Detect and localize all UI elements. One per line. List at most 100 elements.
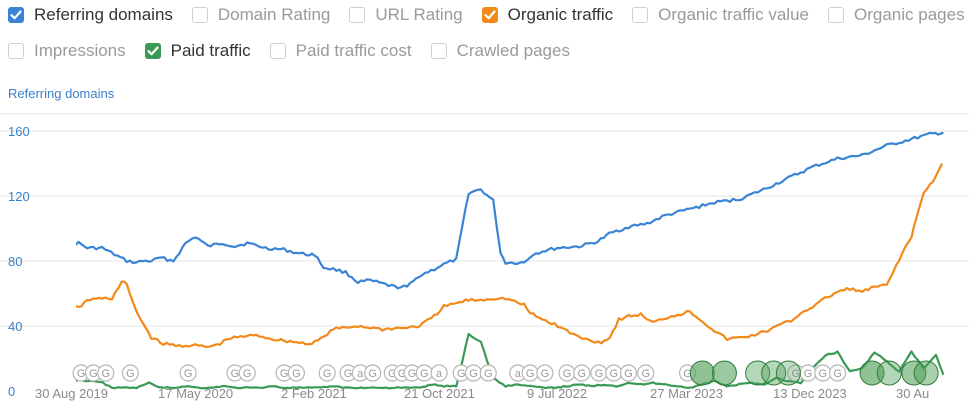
update-marker-icon: G: [590, 364, 608, 382]
svg-text:G: G: [541, 368, 550, 380]
svg-text:G: G: [388, 368, 397, 380]
legend-item-impressions[interactable]: Impressions: [8, 41, 126, 61]
event-cluster-icon: [761, 360, 787, 386]
legend-label: Crawled pages: [456, 41, 570, 60]
update-marker-icon: G: [799, 364, 817, 382]
x-tick-label: 30 Au: [896, 386, 929, 401]
x-tick-label: 9 Jul 2022: [527, 386, 587, 401]
series-group: [76, 131, 945, 390]
y-axis-title: Referring domains: [8, 86, 115, 101]
x-tick-label: 2 Feb 2021: [281, 386, 347, 401]
checkbox-empty-icon[interactable]: [828, 7, 844, 23]
legend-item-domain-rating[interactable]: Domain Rating: [191, 5, 331, 25]
legend-label: Impressions: [34, 41, 126, 60]
svg-text:G: G: [77, 368, 86, 380]
legend-label: Referring domains: [34, 5, 173, 24]
legend-label: URL Rating: [375, 5, 463, 24]
svg-text:G: G: [819, 368, 828, 380]
svg-text:a: a: [357, 368, 364, 380]
update-marker-icon: G: [814, 364, 832, 382]
series-line-organic-traffic: [76, 163, 944, 348]
event-cluster-icon: [711, 360, 737, 386]
series-line-referring-domains: [76, 131, 944, 290]
legend-item-paid-traffic[interactable]: Paid traffic: [144, 41, 251, 61]
update-marker-icon: G: [415, 364, 433, 382]
svg-text:G: G: [368, 368, 377, 380]
svg-text:a: a: [436, 368, 443, 380]
legend-row-2: Impressions Paid traffic Paid traffic cost…: [8, 41, 589, 61]
update-marker-icon: G: [605, 364, 623, 382]
svg-text:G: G: [323, 368, 332, 380]
event-cluster-icon: [876, 360, 902, 386]
update-marker-icon: G: [573, 364, 591, 382]
checkbox-checked-icon[interactable]: [144, 43, 161, 59]
legend-label: Organic traffic: [507, 5, 614, 24]
update-marker-icon: G: [479, 364, 497, 382]
svg-text:G: G: [484, 368, 493, 380]
update-marker-icon: G: [364, 364, 382, 382]
update-marker-icon: G: [179, 364, 197, 382]
event-cluster-icon: [913, 360, 939, 386]
update-marker-icon: G: [318, 364, 336, 382]
svg-text:G: G: [609, 368, 618, 380]
checkbox-empty-icon[interactable]: [632, 7, 649, 23]
svg-text:G: G: [457, 368, 466, 380]
legend-item-referring-domains[interactable]: Referring domains: [8, 5, 173, 25]
checkbox-empty-icon[interactable]: [191, 7, 208, 23]
update-marker-icon: G: [637, 364, 655, 382]
update-marker-icon: G: [536, 364, 554, 382]
checkbox-empty-icon[interactable]: [269, 43, 286, 59]
update-marker-icon: G: [464, 364, 483, 382]
legend-item-crawled-pages[interactable]: Crawled pages: [430, 41, 570, 61]
update-marker-icon: G: [121, 364, 139, 382]
svg-text:G: G: [563, 368, 572, 380]
update-marker-icon: a: [509, 364, 527, 382]
svg-text:G: G: [184, 368, 193, 380]
event-cluster-icon: [775, 360, 801, 386]
update-marker-icon: G: [558, 364, 576, 382]
svg-text:G: G: [126, 368, 135, 380]
legend-item-organic-pages[interactable]: Organic pages: [828, 5, 965, 25]
svg-text:G: G: [231, 368, 240, 380]
update-marker-icon: G: [238, 364, 256, 382]
svg-text:G: G: [624, 368, 633, 380]
checkbox-empty-icon[interactable]: [8, 43, 24, 59]
legend-item-organic-traffic-value[interactable]: Organic traffic value: [632, 5, 809, 25]
svg-text:G: G: [469, 368, 478, 380]
legend-label: Organic pages: [854, 5, 965, 24]
legend-label: Organic traffic value: [658, 5, 809, 24]
y-tick-label: 0: [8, 384, 15, 399]
update-marker-icon: G: [521, 364, 539, 382]
y-tick-label: 80: [8, 254, 22, 269]
legend-label: Paid traffic: [170, 41, 251, 60]
checkbox-checked-icon[interactable]: [481, 7, 498, 23]
legend-label: Domain Rating: [217, 5, 331, 24]
checkbox-checked-icon[interactable]: [8, 7, 24, 23]
y-tick-label: 120: [8, 189, 30, 204]
legend-item-paid-traffic-cost[interactable]: Paid traffic cost: [269, 41, 412, 61]
svg-text:G: G: [101, 368, 110, 380]
update-marker-icon: G: [287, 364, 305, 382]
update-marker-icon: G: [828, 364, 847, 382]
x-tick-label: 30 Aug 2019: [35, 386, 108, 401]
checkbox-empty-icon[interactable]: [349, 7, 366, 23]
svg-text:G: G: [243, 368, 252, 380]
series-line-paid-traffic: [76, 332, 945, 390]
x-tick-label: 17 May 2020: [158, 386, 233, 401]
update-marker-icon: a: [430, 364, 448, 382]
checkbox-empty-icon[interactable]: [430, 43, 447, 59]
svg-text:G: G: [280, 368, 289, 380]
legend-item-organic-traffic[interactable]: Organic traffic: [481, 5, 614, 25]
svg-text:a: a: [515, 368, 522, 380]
x-tick-label: 27 Mar 2023: [650, 386, 723, 401]
event-cluster-icon: [859, 360, 885, 386]
svg-text:G: G: [833, 368, 842, 380]
legend-item-url-rating[interactable]: URL Rating: [349, 5, 463, 25]
x-tick-label: 21 Oct 2021: [404, 386, 475, 401]
legend-label: Paid traffic cost: [295, 41, 412, 60]
svg-text:G: G: [641, 368, 650, 380]
svg-text:G: G: [89, 368, 98, 380]
update-marker-icon: G: [97, 364, 115, 382]
svg-text:G: G: [408, 368, 417, 380]
